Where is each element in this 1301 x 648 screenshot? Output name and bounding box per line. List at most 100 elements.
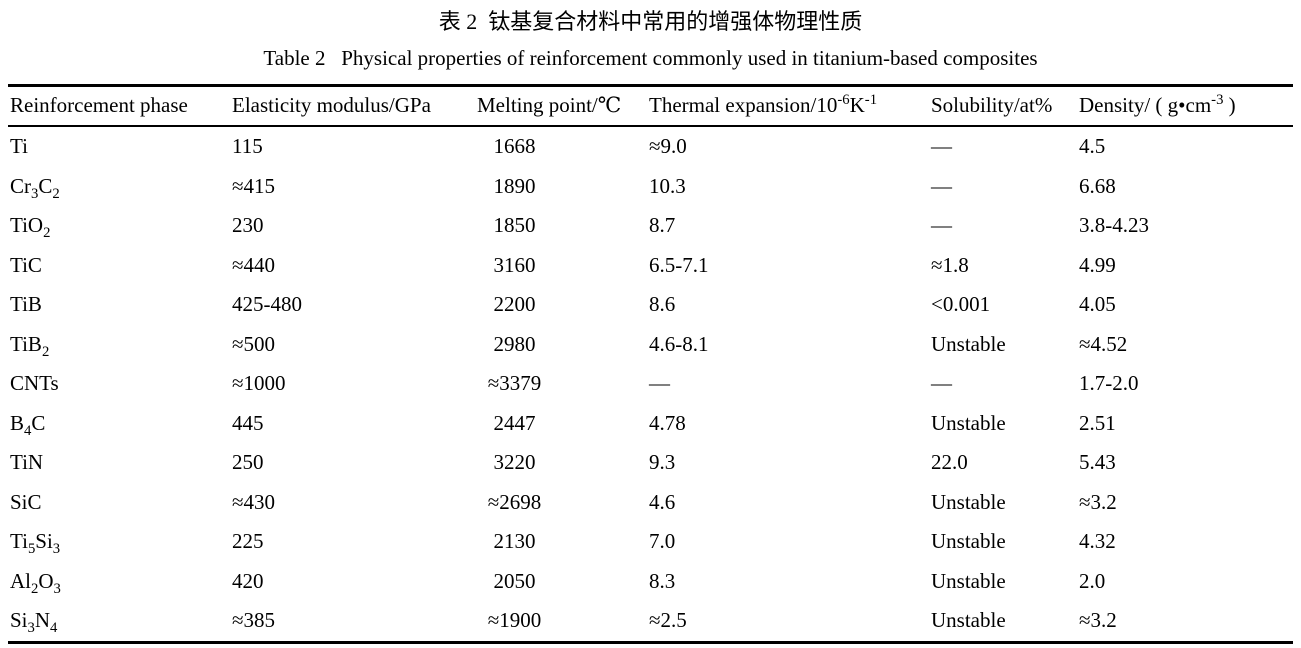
cell-density: 5.43 <box>1079 450 1116 475</box>
cell-expansion: — <box>649 371 670 396</box>
cell-solubility: — <box>931 173 952 198</box>
properties-table: Reinforcement phase Elasticity modulus/G… <box>8 84 1293 644</box>
cell-expansion: 9.3 <box>649 450 676 475</box>
cell-density: 4.05 <box>1079 292 1116 317</box>
header-row: Reinforcement phase Elasticity modulus/G… <box>8 85 1293 127</box>
cell-phase: TiN <box>10 450 44 475</box>
cell-density: 2.0 <box>1079 568 1106 593</box>
cell-melting: 3220 <box>493 450 536 475</box>
cell-melting: 2980 <box>493 331 536 356</box>
cell-solubility: — <box>931 213 952 238</box>
cell-phase: TiB2 <box>10 331 50 360</box>
cell-elasticity: ≈430 <box>232 489 276 514</box>
cell-melting: ≈3379 <box>487 371 542 396</box>
cell-density: ≈3.2 <box>1079 489 1117 514</box>
cell-elasticity: ≈440 <box>232 252 276 277</box>
cell-melting: 1668 <box>493 134 536 159</box>
table-row: SiC ≈430 ≈2698 4.6 Unstable ≈3.2 <box>8 483 1293 523</box>
cell-phase: SiC <box>10 489 42 514</box>
cell-solubility: <0.001 <box>931 292 991 317</box>
cell-expansion: ≈2.5 <box>649 608 687 633</box>
cell-melting: 3160 <box>493 252 536 277</box>
cell-expansion: 7.0 <box>649 529 676 554</box>
table-row: Cr3C2 ≈415 1890 10.3 — 6.68 <box>8 167 1293 207</box>
cell-melting: 1890 <box>493 173 536 198</box>
cell-solubility: Unstable <box>931 489 1006 514</box>
cell-melting: ≈2698 <box>487 489 542 514</box>
cell-phase: Si3N4 <box>10 608 58 637</box>
cell-solubility: Unstable <box>931 568 1006 593</box>
cell-elasticity: 445 <box>232 410 264 435</box>
cell-phase: Cr3C2 <box>10 173 60 202</box>
cell-solubility: 22.0 <box>931 450 968 475</box>
cell-elasticity: ≈415 <box>232 173 276 198</box>
cell-melting: 2050 <box>493 568 536 593</box>
cell-density: 4.32 <box>1079 529 1116 554</box>
table-row: Ti 115 1668 ≈9.0 — 4.5 <box>8 126 1293 167</box>
cell-solubility: ≈1.8 <box>931 252 969 277</box>
cell-elasticity: 115 <box>232 134 263 159</box>
table-row: TiB2 ≈500 2980 4.6-8.1 Unstable ≈4.52 <box>8 325 1293 365</box>
cell-elasticity: ≈385 <box>232 608 276 633</box>
cell-solubility: Unstable <box>931 608 1006 633</box>
cell-expansion: 10.3 <box>649 173 686 198</box>
cell-density: ≈3.2 <box>1079 608 1117 633</box>
cell-expansion: ≈9.0 <box>649 134 687 159</box>
cell-solubility: Unstable <box>931 410 1006 435</box>
cell-density: 6.68 <box>1079 173 1116 198</box>
cell-elasticity: 230 <box>232 213 264 238</box>
cell-elasticity: 225 <box>232 529 264 554</box>
table-row: TiN 250 3220 9.3 22.0 5.43 <box>8 443 1293 483</box>
cell-expansion: 8.6 <box>649 292 676 317</box>
cell-phase: Ti <box>10 134 28 159</box>
cell-density: 4.99 <box>1079 252 1116 277</box>
cell-phase: TiB <box>10 292 42 317</box>
cell-phase: TiO2 <box>10 213 51 242</box>
cell-phase: Ti5Si3 <box>10 529 61 558</box>
cell-solubility: Unstable <box>931 331 1006 356</box>
cell-expansion: 6.5-7.1 <box>649 252 709 277</box>
col-header-melting-point: Melting point/℃ <box>475 85 647 127</box>
col-header-reinforcement-phase: Reinforcement phase <box>8 85 230 127</box>
table-row: Al2O3 420 2050 8.3 Unstable 2.0 <box>8 562 1293 602</box>
cell-expansion: 4.78 <box>649 410 686 435</box>
table-caption-en: Table 2 Physical properties of reinforce… <box>263 46 1038 70</box>
table-caption-zh: 表 2 钛基复合材料中常用的增强体物理性质 <box>438 9 863 34</box>
cell-solubility: — <box>931 134 952 159</box>
cell-density: 1.7-2.0 <box>1079 371 1139 396</box>
cell-melting: ≈1900 <box>487 608 542 633</box>
cell-melting: 2130 <box>493 529 536 554</box>
cell-phase: B4C <box>10 410 46 439</box>
cell-phase: CNTs <box>10 371 59 396</box>
cell-expansion: 4.6-8.1 <box>649 331 709 356</box>
cell-elasticity: ≈500 <box>232 331 276 356</box>
table-row: Ti5Si3 225 2130 7.0 Unstable 4.32 <box>8 522 1293 562</box>
col-header-elasticity-modulus: Elasticity modulus/GPa <box>230 85 475 127</box>
cell-density: 3.8-4.23 <box>1079 213 1149 238</box>
cell-solubility: — <box>931 371 952 396</box>
cell-elasticity: 250 <box>232 450 264 475</box>
col-header-solubility: Solubility/at% <box>929 85 1077 127</box>
cell-phase: Al2O3 <box>10 568 61 597</box>
col-header-thermal-expansion: Thermal expansion/10-6K-1 <box>647 85 929 127</box>
table-row: Si3N4 ≈385 ≈1900 ≈2.5 Unstable ≈3.2 <box>8 601 1293 642</box>
cell-density: 4.5 <box>1079 134 1106 159</box>
cell-melting: 2200 <box>493 292 536 317</box>
table-row: TiB 425-480 2200 8.6 <0.001 4.05 <box>8 285 1293 325</box>
cell-elasticity: 425-480 <box>232 292 302 317</box>
cell-melting: 1850 <box>493 213 536 238</box>
cell-solubility: Unstable <box>931 529 1006 554</box>
cell-melting: 2447 <box>493 410 536 435</box>
cell-phase: TiC <box>10 252 42 277</box>
table-row: B4C 445 2447 4.78 Unstable 2.51 <box>8 404 1293 444</box>
cell-elasticity: 420 <box>232 568 264 593</box>
cell-expansion: 8.7 <box>649 213 676 238</box>
table-row: TiC ≈440 3160 6.5-7.1 ≈1.8 4.99 <box>8 246 1293 286</box>
table-row: TiO2 230 1850 8.7 — 3.8-4.23 <box>8 206 1293 246</box>
col-header-density: Density/ ( g•cm-3 ) <box>1077 85 1293 127</box>
cell-elasticity: ≈1000 <box>232 371 286 396</box>
cell-expansion: 4.6 <box>649 489 676 514</box>
cell-density: 2.51 <box>1079 410 1116 435</box>
cell-expansion: 8.3 <box>649 568 676 593</box>
cell-density: ≈4.52 <box>1079 331 1128 356</box>
